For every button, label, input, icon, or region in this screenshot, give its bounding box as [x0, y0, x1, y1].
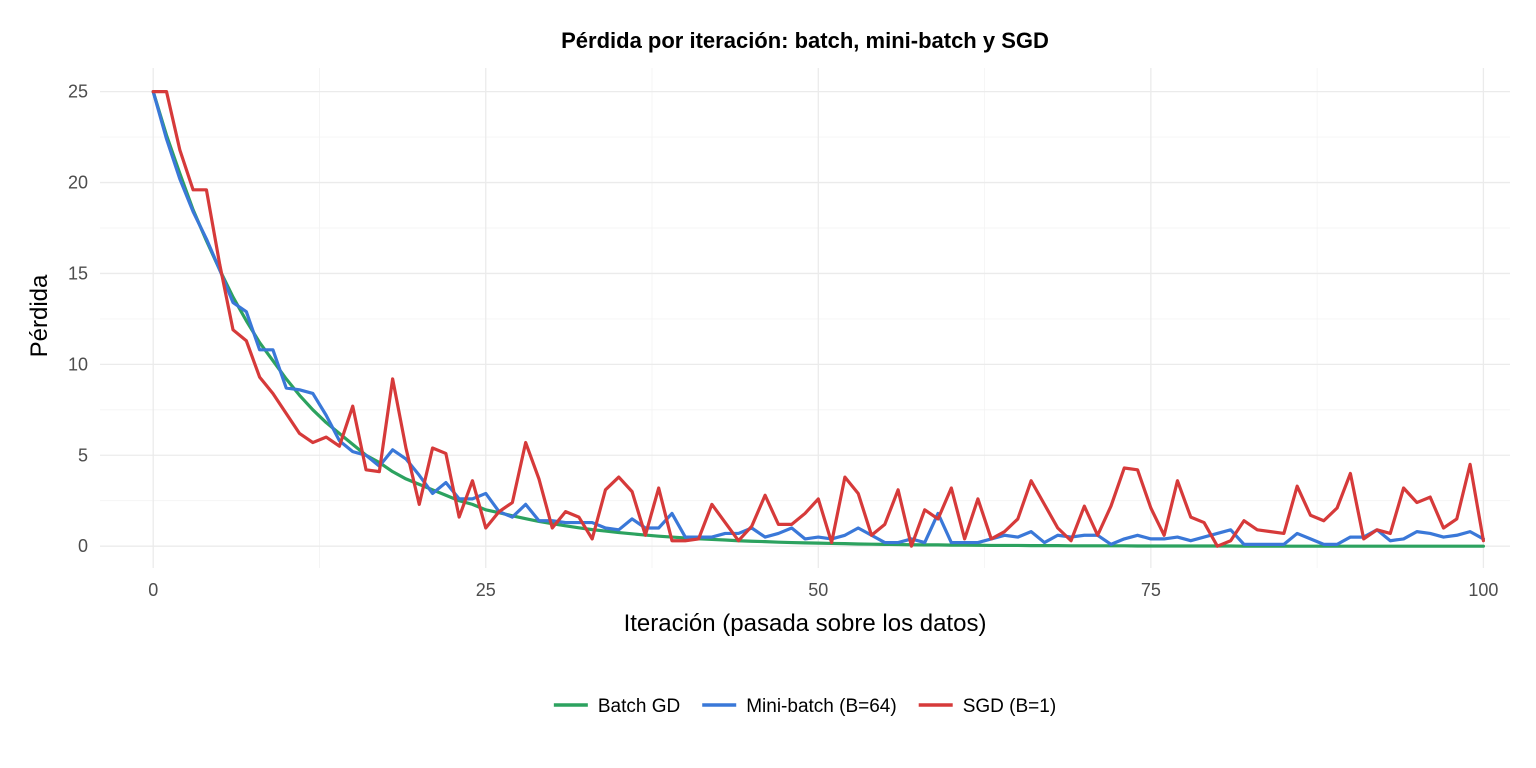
legend-label-2: Mini-batch (B=64) [746, 696, 896, 717]
legend-item-1: Batch GD [553, 696, 680, 717]
y-axis-label: Pérdida [26, 274, 53, 357]
x-tick-label: 100 [1468, 580, 1498, 600]
series-lines [151, 90, 1486, 548]
series-line-2 [151, 90, 1486, 546]
x-tick-label: 25 [476, 580, 496, 600]
legend-item-3: SGD (B=1) [918, 696, 1056, 717]
y-tick-label: 25 [68, 82, 88, 102]
y-axis-ticks: 0 5 10 15 20 25 [68, 82, 88, 557]
legend-label-3: SGD (B=1) [963, 696, 1056, 717]
y-tick-label: 15 [68, 263, 88, 283]
x-axis-label: Iteración (pasada sobre los datos) [624, 610, 987, 637]
legend-label-1: Batch GD [598, 696, 680, 717]
chart-title: Pérdida por iteración: batch, mini-batch… [561, 28, 1049, 53]
x-tick-label: 0 [148, 580, 158, 600]
minor-gridlines [100, 68, 1510, 568]
y-tick-label: 20 [68, 173, 88, 193]
series-line-3 [151, 90, 1486, 548]
series-line-1 [151, 90, 1486, 548]
x-tick-label: 75 [1141, 580, 1161, 600]
x-tick-label: 50 [808, 580, 828, 600]
y-tick-label: 0 [78, 536, 88, 556]
y-tick-label: 10 [68, 354, 88, 374]
legend-item-2: Mini-batch (B=64) [702, 696, 897, 717]
legend: Batch GD Mini-batch (B=64) SGD (B=1) [553, 696, 1056, 717]
y-tick-label: 5 [78, 445, 88, 465]
major-gridlines [100, 68, 1510, 568]
x-axis-ticks: 0 25 50 75 100 [148, 580, 1498, 600]
